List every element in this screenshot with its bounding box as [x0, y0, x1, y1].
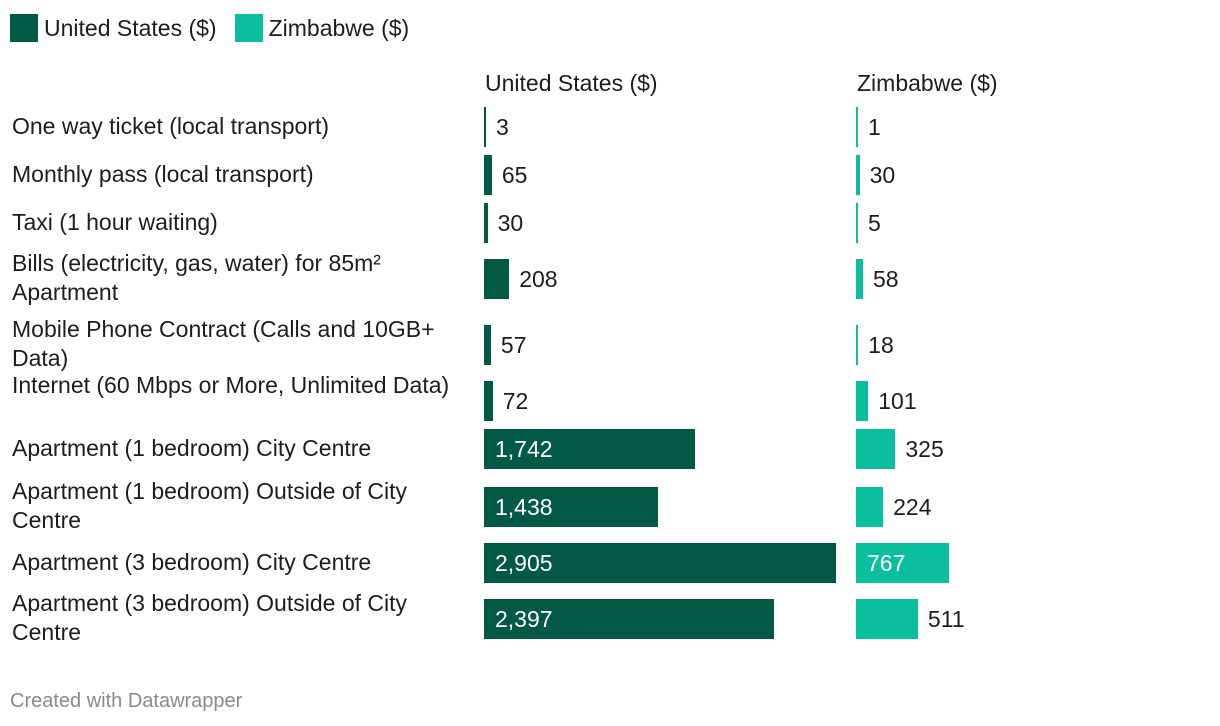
value-label-us: 2,905	[495, 550, 553, 576]
category-label: Taxi (1 hour waiting)	[12, 208, 218, 235]
value-label-us: 57	[500, 332, 527, 358]
bar-us-internet-60-mbps-or-more-unlimited-data	[484, 381, 493, 421]
bar-us-apartment-3-bedroom-outside-of-city-centre	[484, 599, 775, 639]
footer-credit: Created with Datawrapper	[10, 690, 243, 712]
bar-us-monthly-pass-local-transport	[484, 155, 492, 195]
bar-zimbabwe-apartment-1-bedroom-outside-of-city-centre	[856, 487, 884, 527]
value-label-us: 208	[519, 266, 558, 292]
column-header-us: United States ($)	[485, 70, 658, 96]
value-label-zimbabwe: 5	[868, 210, 881, 236]
value-label-zimbabwe: 224	[893, 494, 932, 520]
legend: United States ($) Zimbabwe ($)	[10, 14, 427, 42]
value-label-us: 1,742	[495, 436, 553, 462]
value-label-zimbabwe: 1	[868, 114, 881, 140]
bar-us-apartment-1-bedroom-outside-of-city-centre	[484, 487, 659, 527]
value-label-us: 1,438	[495, 494, 553, 520]
bar-zimbabwe-apartment-3-bedroom-city-centre	[856, 543, 949, 583]
bar-us-mobile-phone-contract-calls-and-10gb-data	[484, 325, 491, 365]
category-label: Apartment (3 bedroom) City Centre	[12, 548, 372, 575]
value-label-zimbabwe: 511	[927, 606, 965, 632]
legend-label-us: United States ($)	[44, 14, 217, 41]
value-label-us: 65	[501, 162, 528, 188]
category-label: Monthly pass (local transport)	[12, 160, 314, 187]
bar-us-apartment-3-bedroom-city-centre	[484, 543, 836, 583]
bar-us-apartment-1-bedroom-city-centre	[484, 429, 696, 469]
legend-item-zimbabwe: Zimbabwe ($)	[234, 14, 410, 42]
value-label-us: 72	[502, 388, 529, 414]
category-label: Internet (60 Mbps or More, Unlimited Dat…	[12, 372, 450, 398]
legend-swatch-us	[10, 14, 38, 42]
legend-item-us: United States ($)	[10, 14, 217, 42]
category-label: Mobile Phone Contract (Calls and 10GB+ D…	[12, 316, 435, 371]
legend-label-zimbabwe: Zimbabwe ($)	[268, 14, 410, 41]
category-label: Bills (electricity, gas, water) for 85m²…	[12, 250, 381, 305]
value-label-zimbabwe: 101	[878, 388, 917, 414]
bar-zimbabwe-bills-electricity-gas-water-for-85m-apartment	[856, 259, 864, 299]
category-label: Apartment (1 bedroom) City Centre	[12, 434, 372, 461]
value-label-zimbabwe: 30	[869, 162, 896, 188]
value-label-zimbabwe: 18	[868, 332, 894, 358]
column-header-zimbabwe: Zimbabwe ($)	[857, 70, 998, 96]
value-label-zimbabwe: 58	[873, 266, 899, 292]
category-label: Apartment (3 bedroom) Outside of City Ce…	[12, 590, 407, 645]
bar-zimbabwe-mobile-phone-contract-calls-and-10gb-data	[856, 325, 859, 365]
category-label: Apartment (1 bedroom) Outside of City Ce…	[12, 478, 407, 533]
category-label: One way ticket (local transport)	[12, 112, 330, 139]
bar-zimbabwe-apartment-3-bedroom-outside-of-city-centre	[856, 599, 918, 639]
bar-zimbabwe-taxi-1-hour-waiting	[856, 203, 858, 243]
bar-us-bills-electricity-gas-water-for-85m-apartment	[484, 259, 510, 299]
value-label-zimbabwe: 767	[867, 550, 906, 576]
bar-zimbabwe-internet-60-mbps-or-more-unlimited-data	[856, 381, 869, 421]
bar-us-taxi-1-hour-waiting	[484, 203, 488, 243]
value-label-zimbabwe: 325	[905, 436, 944, 462]
legend-swatch-zimbabwe	[234, 14, 263, 42]
bar-us-one-way-ticket-local-transport	[484, 107, 486, 147]
bar-zimbabwe-one-way-ticket-local-transport	[856, 107, 858, 147]
bar-zimbabwe-monthly-pass-local-transport	[856, 155, 860, 195]
value-label-us: 2,397	[495, 606, 553, 632]
bar-zimbabwe-apartment-1-bedroom-city-centre	[856, 429, 896, 469]
value-label-us: 3	[496, 114, 509, 140]
value-label-us: 30	[497, 210, 524, 236]
